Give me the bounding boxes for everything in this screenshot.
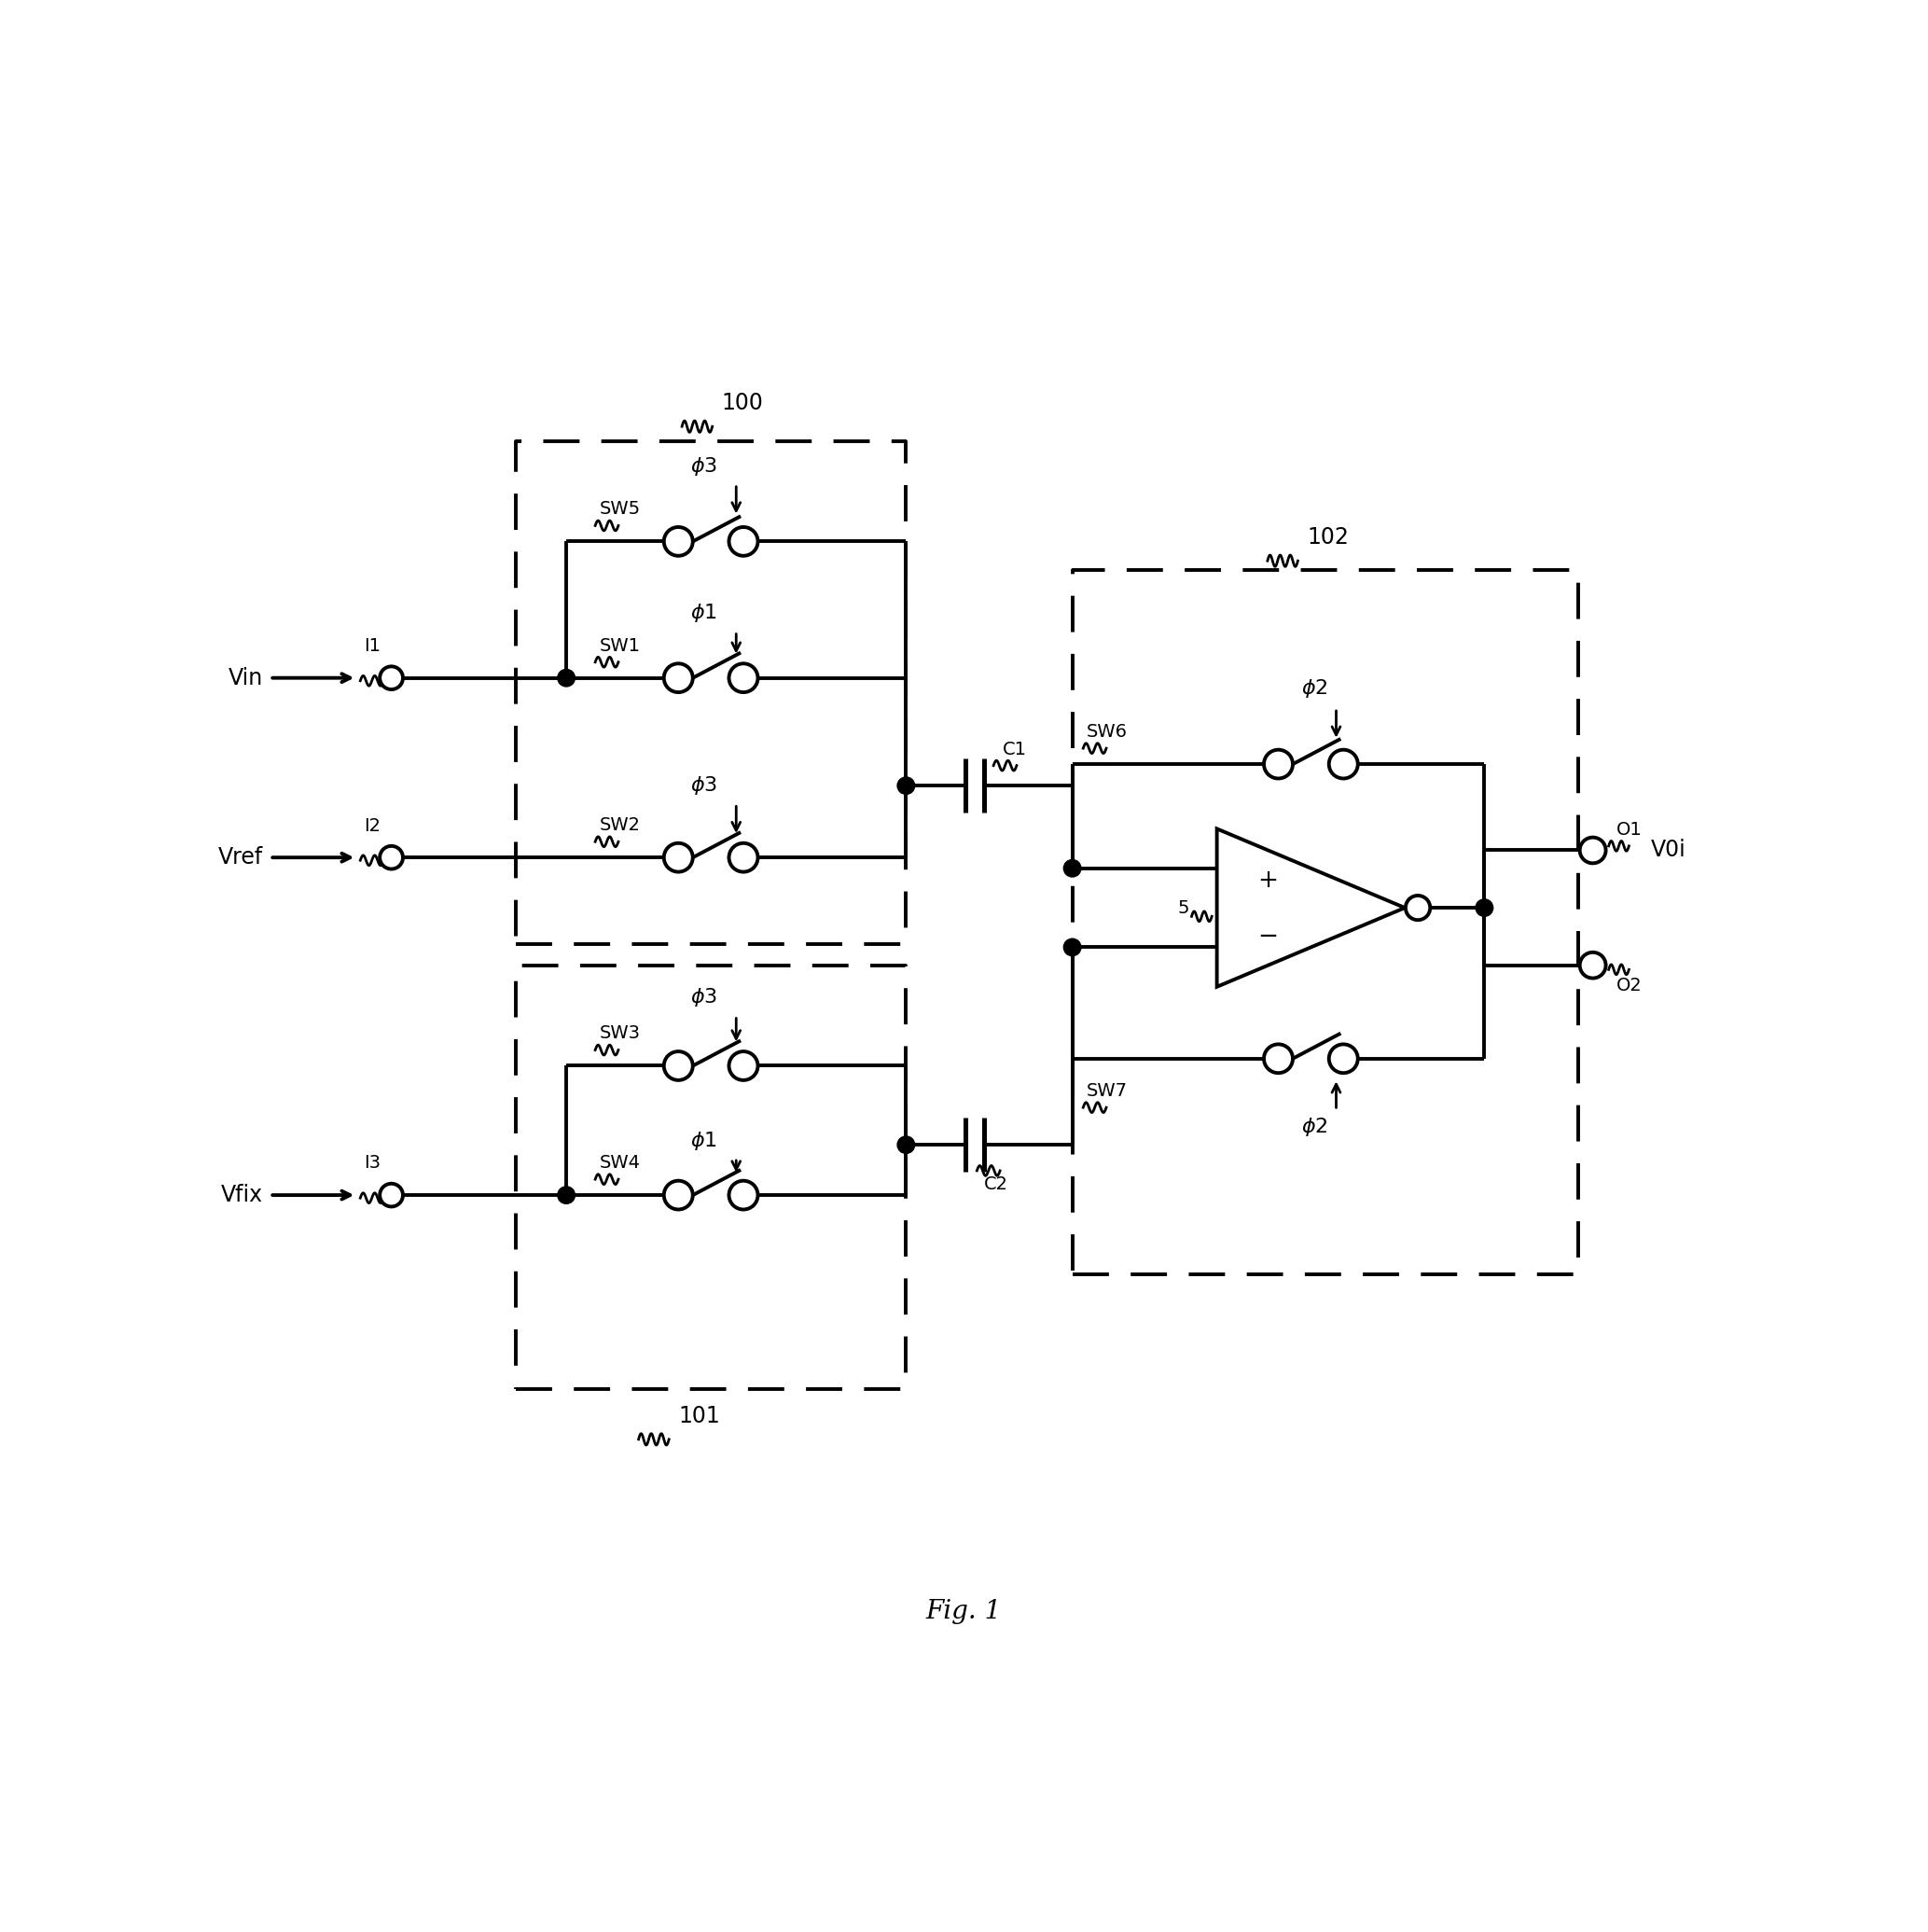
Text: O2: O2 <box>1616 976 1643 995</box>
Text: SW5: SW5 <box>600 500 642 518</box>
Text: 102: 102 <box>1307 526 1350 549</box>
Circle shape <box>729 527 758 556</box>
Circle shape <box>663 663 692 692</box>
Text: +: + <box>1257 867 1278 893</box>
Circle shape <box>663 1051 692 1080</box>
Circle shape <box>1064 860 1082 877</box>
Circle shape <box>380 1184 403 1208</box>
Circle shape <box>1475 898 1492 916</box>
Circle shape <box>729 1051 758 1080</box>
Circle shape <box>897 777 914 794</box>
Text: O1: O1 <box>1616 821 1643 838</box>
Text: SW7: SW7 <box>1087 1082 1128 1099</box>
Text: SW6: SW6 <box>1087 723 1128 740</box>
Circle shape <box>1265 1045 1294 1072</box>
Circle shape <box>729 1180 758 1209</box>
Text: C2: C2 <box>985 1175 1008 1194</box>
Circle shape <box>663 1180 692 1209</box>
Text: 100: 100 <box>721 392 763 413</box>
Text: $\phi$3: $\phi$3 <box>690 987 717 1009</box>
Text: I2: I2 <box>364 817 382 835</box>
Text: $\phi$1: $\phi$1 <box>690 1130 717 1151</box>
Text: $\phi$2: $\phi$2 <box>1301 678 1328 699</box>
Text: SW1: SW1 <box>600 638 640 655</box>
Circle shape <box>897 1136 914 1153</box>
Circle shape <box>557 1186 575 1204</box>
Circle shape <box>1406 896 1431 920</box>
Text: I1: I1 <box>364 638 382 655</box>
Text: SW2: SW2 <box>600 817 640 835</box>
Circle shape <box>1579 837 1606 864</box>
Circle shape <box>1579 952 1606 978</box>
Circle shape <box>1328 750 1357 779</box>
Circle shape <box>663 842 692 871</box>
Text: SW4: SW4 <box>600 1153 640 1171</box>
Circle shape <box>729 663 758 692</box>
Text: $\phi$2: $\phi$2 <box>1301 1115 1328 1138</box>
Text: I3: I3 <box>364 1155 382 1173</box>
Text: 5: 5 <box>1178 898 1190 916</box>
Circle shape <box>557 668 575 686</box>
Text: $\phi$1: $\phi$1 <box>690 603 717 624</box>
Circle shape <box>1265 750 1294 779</box>
Text: Vfix: Vfix <box>220 1184 262 1206</box>
Circle shape <box>380 667 403 690</box>
Text: V0i: V0i <box>1650 838 1685 862</box>
Circle shape <box>1064 939 1082 956</box>
Text: SW3: SW3 <box>600 1024 640 1043</box>
Text: Fig. 1: Fig. 1 <box>925 1600 1003 1625</box>
Circle shape <box>663 527 692 556</box>
Text: Vref: Vref <box>218 846 262 869</box>
Circle shape <box>729 842 758 871</box>
Text: 101: 101 <box>679 1405 719 1428</box>
Circle shape <box>1328 1045 1357 1072</box>
Text: −: − <box>1257 923 1278 949</box>
Text: $\phi$3: $\phi$3 <box>690 775 717 796</box>
Text: C1: C1 <box>1003 740 1026 759</box>
Text: $\phi$3: $\phi$3 <box>690 454 717 477</box>
Circle shape <box>380 846 403 869</box>
Text: Vin: Vin <box>228 667 262 690</box>
